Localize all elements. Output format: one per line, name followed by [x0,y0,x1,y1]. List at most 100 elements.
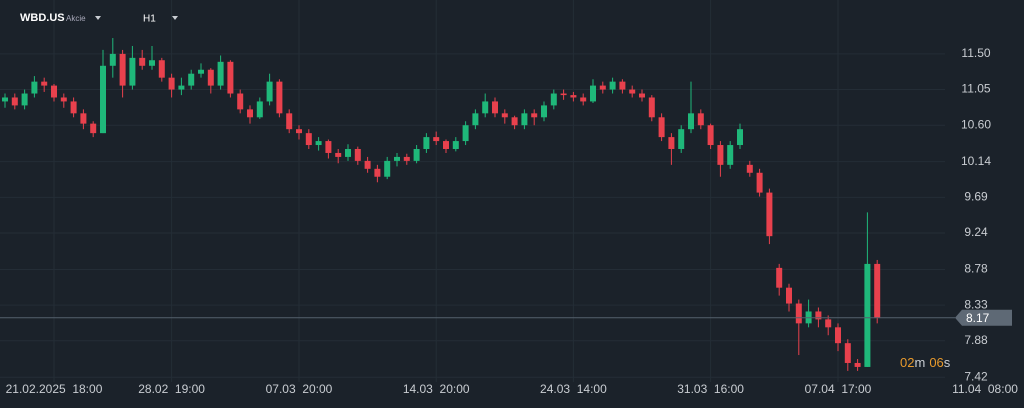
candle-body [247,109,253,118]
candle-body [746,164,753,173]
candle-body [119,53,126,86]
candle-body [325,141,332,153]
candle-body [619,81,626,90]
symbol[interactable]: WBD.US [20,12,65,24]
candle-body [188,73,195,86]
candle-body [100,65,106,134]
candle-body [139,57,146,66]
candle-body [31,81,38,94]
candle-body [727,145,734,165]
candle-body [697,113,704,126]
x-tick-label: 07.03 20:00 [266,382,333,396]
candle-body [678,129,685,149]
candle-body [590,85,596,102]
candle-body [80,113,87,124]
y-tick-label: 9.24 [964,225,988,239]
plot-area: 11.50 11.05 10.60 10.14 9.69 9.24 8.78 8.33 7.88… [0,0,1018,396]
candle-body [452,141,459,149]
candle-body [335,152,342,157]
candle-body [472,113,479,126]
candle-body [648,97,655,118]
y-tick-label: 11.05 [961,82,990,96]
timeframe[interactable]: H1 [143,14,156,25]
x-tick-label: 07.04 17:00 [805,382,872,396]
y-tick-label: 10.60 [961,117,991,131]
countdown-seconds: 06 [929,355,943,370]
y-tick-label: 7.88 [964,333,988,347]
candle-body [717,145,724,165]
candle-body [413,148,420,161]
candle-body [276,81,283,114]
candle-body [51,85,57,98]
candle-body [158,60,165,78]
candle-body [835,327,841,344]
candle-body [599,85,606,90]
candle-body [521,113,528,126]
x-tick-label: 14.03 20:00 [403,382,470,396]
candle-body [286,113,293,130]
candle-body [639,93,645,98]
dropdown-arrow[interactable] [172,16,178,20]
y-tick-label: 8.78 [964,262,988,276]
x-tick-label: 31.03 16:00 [677,382,744,396]
dropdown-arrow[interactable] [95,16,101,20]
candle-body [550,93,557,106]
candle-body [41,81,48,86]
candle-body [178,85,185,90]
candle-body [541,105,547,118]
y-tick-label: 11.50 [961,46,990,60]
countdown-unit: m [914,355,925,370]
y-tick-label: 9.69 [964,190,988,204]
candle-body [707,125,714,146]
candle-body [443,141,449,149]
candle-body [864,263,871,367]
last-price-box [955,309,1012,326]
candle-body [795,303,802,324]
candle-body [394,156,400,161]
x-tick-label: 24.03 14:00 [540,382,607,396]
candle-body [560,93,567,96]
candle-body [482,101,489,114]
candle-body [668,137,675,149]
countdown-minutes: 02 [900,355,914,370]
candle-body [854,362,861,367]
countdown: 02m 06s [900,355,951,370]
candle-body [129,57,136,86]
candle-body [198,69,204,74]
candle-body [511,117,518,126]
candle-body [825,319,832,328]
candle-body [501,113,508,118]
candle-body [384,160,391,177]
y-tick-label: 10.14 [961,154,991,168]
candle-body [2,97,8,102]
last-price-label: 8.17 [966,311,990,325]
x-tick-label: 11.04 08:00 [952,382,1018,396]
y-tick-label: 7.42 [964,369,988,383]
candle-body [462,125,469,142]
candle-body [844,343,851,363]
candle-body [70,101,77,114]
candle-body [570,95,577,98]
countdown-unit: s [944,355,951,370]
candle-body [629,89,636,94]
candle-body [766,192,773,237]
x-tick-label: 28.02 19:00 [138,382,205,396]
candle-body [237,93,244,110]
candle-body [354,148,361,161]
candle-body [364,160,371,169]
candle-body [786,287,792,304]
candle-body [531,113,538,118]
candle-body [776,267,783,288]
candle-body [756,172,763,193]
candle-body [207,69,214,86]
candle-body [315,141,322,146]
candle-body [345,148,351,157]
candle-body [296,129,302,134]
candle-body [433,137,440,142]
y-tick-label: 8.33 [964,297,988,311]
candle-body [492,101,498,114]
candle-body [874,263,881,318]
candle-body [11,97,18,106]
